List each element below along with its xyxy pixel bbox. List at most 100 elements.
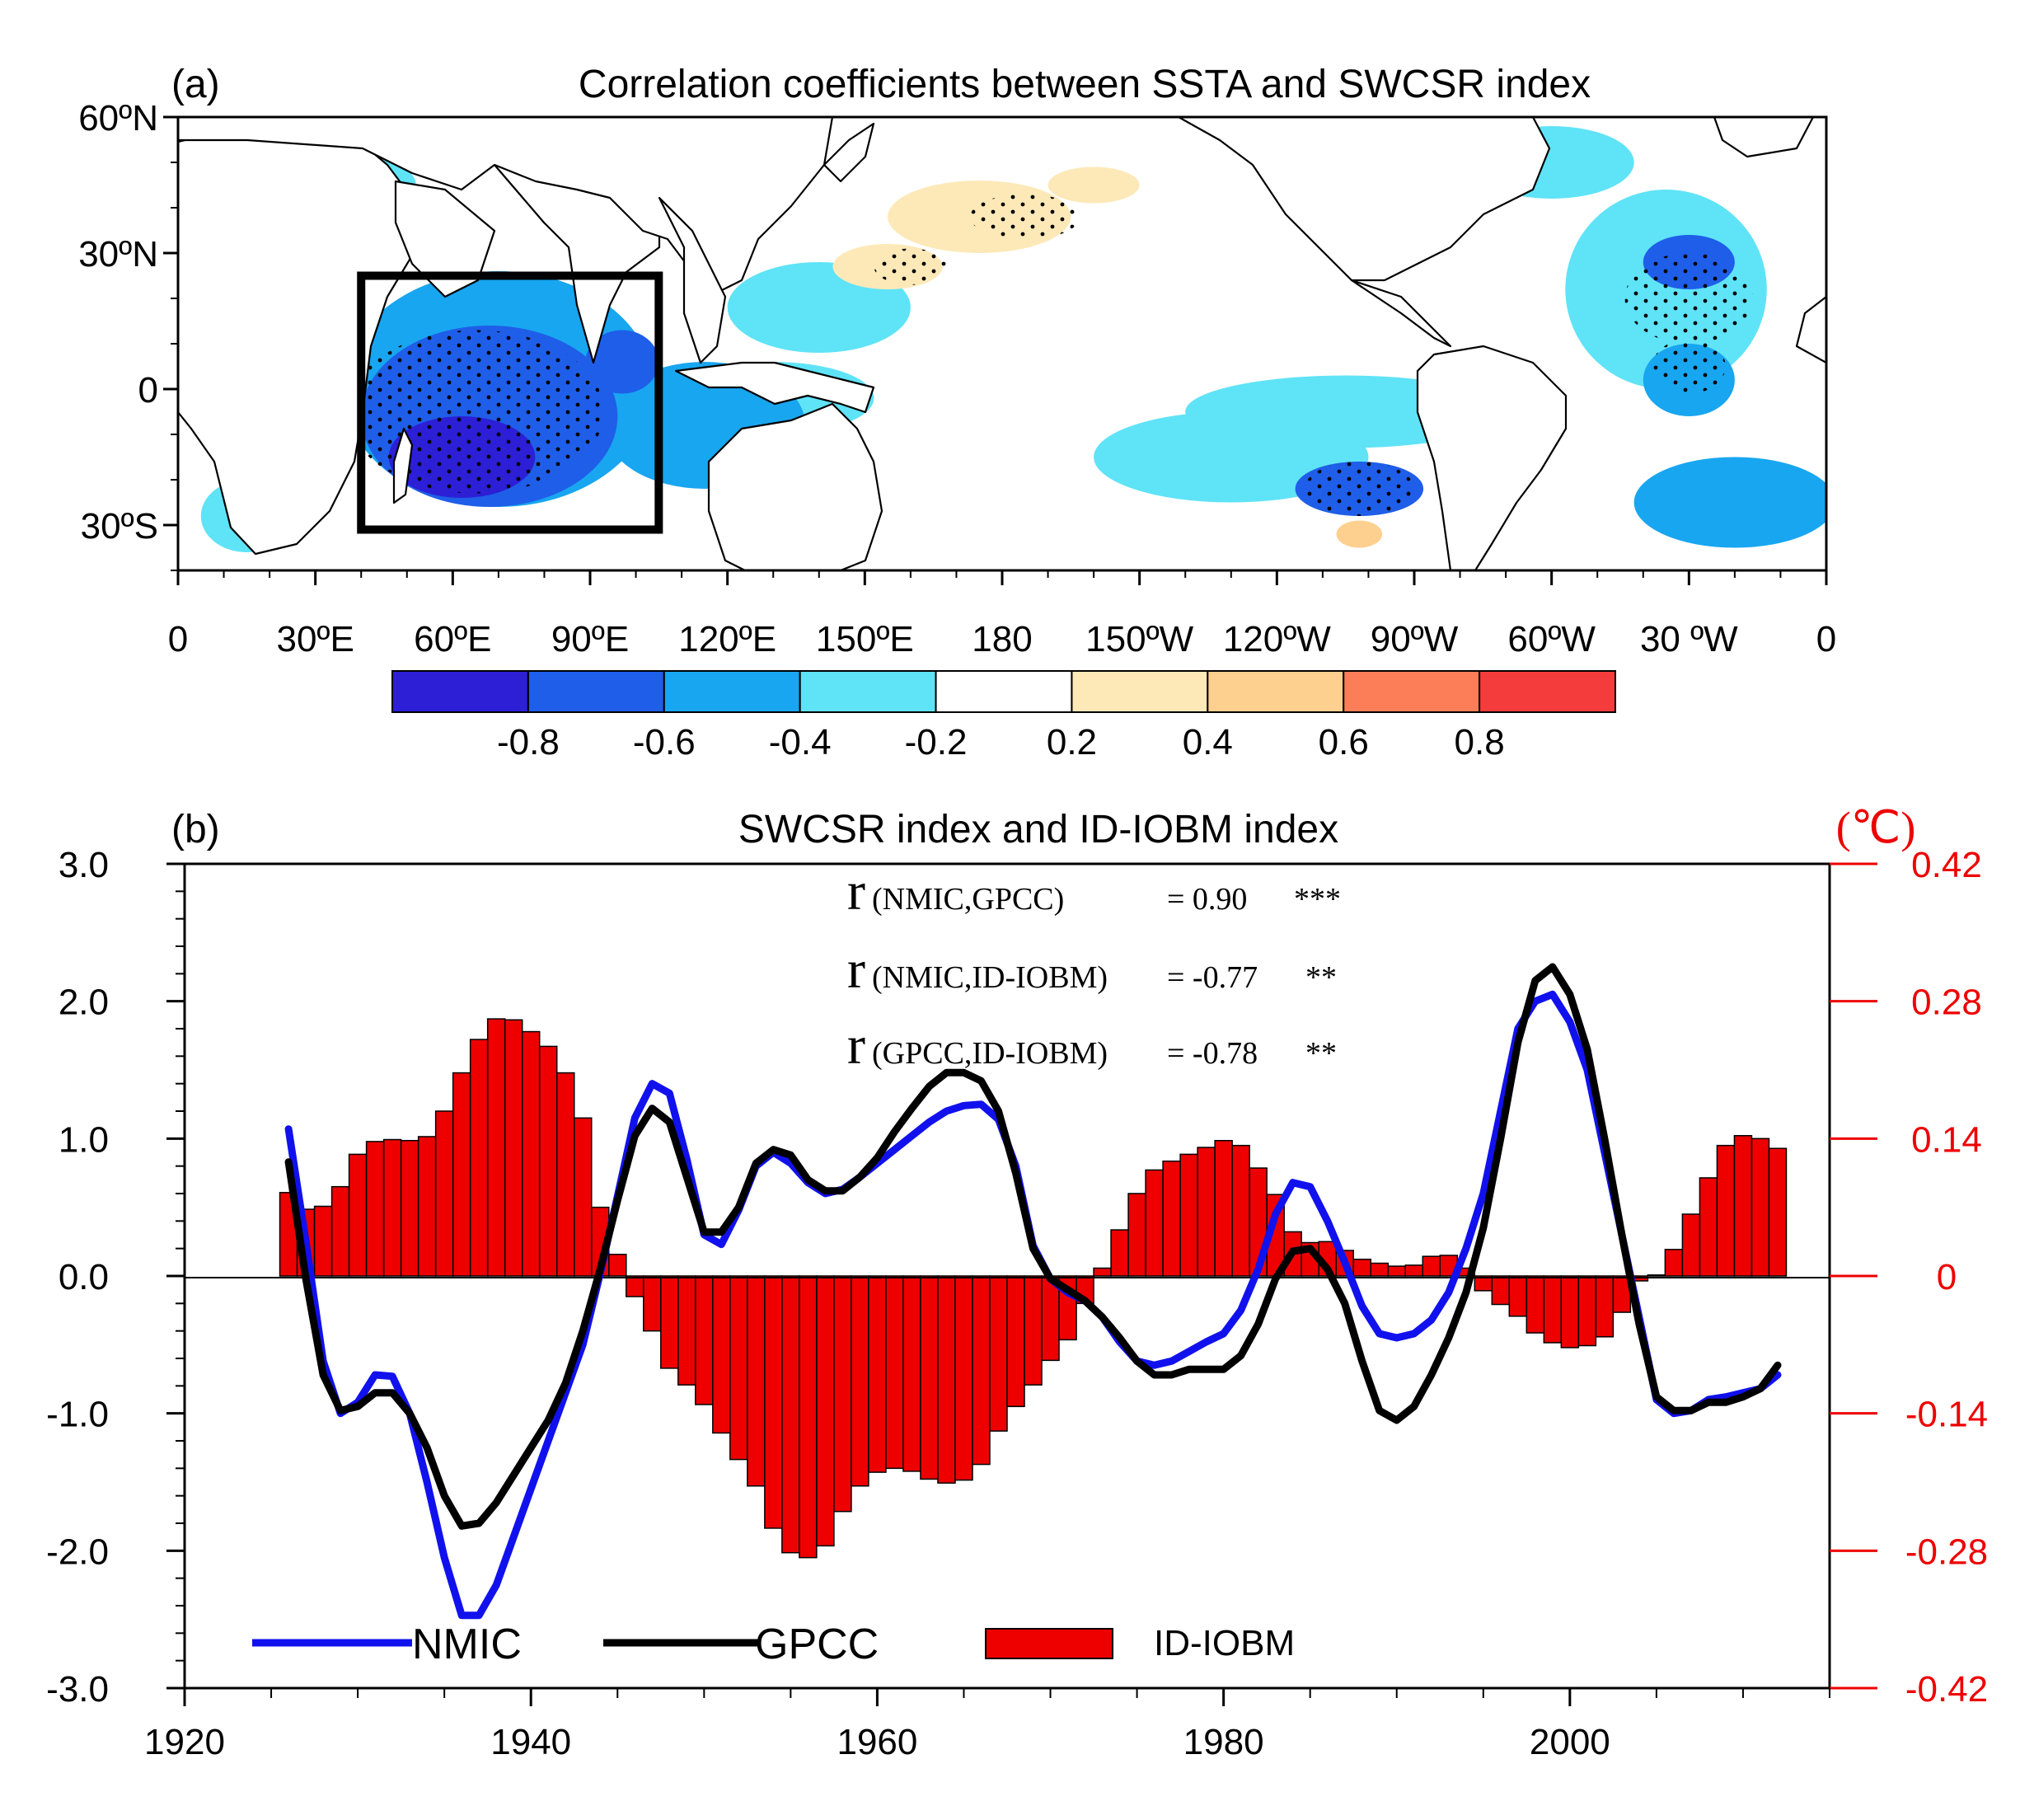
coast-greenland bbox=[1713, 117, 1815, 158]
x-tick-label: 1960 bbox=[837, 1722, 917, 1762]
map-x-tick-label: 0 bbox=[1816, 619, 1836, 659]
y-left-tick-label: -1.0 bbox=[46, 1395, 109, 1435]
bar-id-iobm bbox=[781, 1275, 800, 1554]
line-gpcc bbox=[284, 963, 1782, 1530]
bar-id-iobm bbox=[729, 1275, 748, 1461]
panel-b: (b) SWCSR index and ID-IOBM index (℃) -3… bbox=[46, 803, 1988, 1762]
bar-id-iobm bbox=[313, 1205, 333, 1277]
y-left-tick-label: -2.0 bbox=[46, 1532, 109, 1572]
map-x-tick-label: 120ºW bbox=[1223, 619, 1331, 659]
annotation-eq-2: = -0.77 bbox=[1167, 960, 1258, 995]
map-x-tick-label: 90ºE bbox=[551, 619, 629, 659]
colorbar-label: -0.8 bbox=[497, 722, 560, 762]
annotation-r-1: r bbox=[847, 861, 865, 922]
colorbar-label: -0.6 bbox=[633, 722, 696, 762]
map-axes: 0 30ºE 60ºE 90ºE 120ºE 150ºE 180 150ºW 120ºW 90ºW… bbox=[78, 98, 1836, 659]
colorbar-swatch bbox=[1343, 670, 1481, 713]
bar-id-iobm bbox=[816, 1275, 835, 1547]
bar-id-iobm bbox=[1508, 1275, 1528, 1317]
bar-id-iobm bbox=[1560, 1275, 1580, 1349]
y-left-tick-label: 0.0 bbox=[59, 1257, 109, 1297]
map-x-tick-label: 120ºE bbox=[678, 619, 776, 659]
annotation-sub-3: (GPCC,ID-IOBM) bbox=[872, 1036, 1108, 1071]
bar-id-iobm bbox=[608, 1254, 627, 1277]
correlation-region-12 bbox=[1047, 167, 1140, 204]
bar-id-iobm bbox=[1664, 1249, 1684, 1277]
y-right-tick-label: -0.42 bbox=[1905, 1669, 1988, 1710]
bar-id-iobm bbox=[799, 1275, 818, 1559]
legend-label-nmic: NMIC bbox=[412, 1621, 522, 1668]
colorbar-swatch bbox=[1479, 670, 1616, 713]
annotation-r-2: r bbox=[847, 940, 865, 1000]
bar-id-iobm bbox=[1352, 1259, 1371, 1277]
bar-id-iobm bbox=[1577, 1275, 1597, 1347]
coast-japan bbox=[823, 122, 875, 183]
bar-id-iobm bbox=[1214, 1139, 1233, 1277]
bar-id-iobm bbox=[833, 1275, 852, 1513]
bar-id-iobm bbox=[1110, 1229, 1129, 1277]
bar-id-iobm bbox=[400, 1139, 419, 1277]
coast-eurasia bbox=[178, 117, 834, 298]
colorbar: -0.8 -0.6 -0.4 -0.2 0.2 0.4 0.6 0.8 bbox=[391, 670, 1616, 762]
bar-id-iobm bbox=[382, 1138, 402, 1277]
bar-id-iobm bbox=[555, 1072, 575, 1277]
bar-id-iobm bbox=[330, 1185, 350, 1277]
bar-id-iobm bbox=[1647, 1274, 1666, 1277]
coast-australia bbox=[707, 402, 883, 570]
bar-id-iobm bbox=[677, 1275, 696, 1386]
coast-arabia bbox=[394, 180, 496, 298]
bar-id-iobm bbox=[434, 1110, 454, 1277]
colorbar-swatch bbox=[527, 670, 665, 713]
bar-id-iobm bbox=[972, 1275, 991, 1466]
bar-id-iobm bbox=[1733, 1135, 1753, 1277]
bar-id-iobm bbox=[1127, 1193, 1146, 1277]
bar-id-iobm bbox=[1093, 1267, 1112, 1277]
id-iobm-bars bbox=[279, 1018, 1788, 1559]
bar-id-iobm bbox=[1041, 1275, 1060, 1362]
bar-id-iobm bbox=[1370, 1262, 1389, 1277]
map-y-tick-label: 0 bbox=[138, 370, 158, 410]
colorbar-label: 0.6 bbox=[1319, 722, 1369, 762]
bar-id-iobm bbox=[1162, 1160, 1181, 1277]
legend-swatch-id-iobm bbox=[985, 1628, 1113, 1659]
legend-label-gpcc: GPCC bbox=[755, 1621, 879, 1668]
legend-label-id-iobm: ID-IOBM bbox=[1154, 1623, 1295, 1663]
indian-ocean-box bbox=[357, 271, 663, 534]
bar-id-iobm bbox=[538, 1045, 558, 1277]
y-left-tick-label: 1.0 bbox=[59, 1119, 109, 1160]
legend: NMIC GPCC ID-IOBM bbox=[252, 1621, 1295, 1668]
bar-id-iobm bbox=[712, 1275, 731, 1434]
bar-id-iobm bbox=[954, 1275, 973, 1481]
colorbar-swatch bbox=[663, 670, 801, 713]
colorbar-label: 0.8 bbox=[1455, 722, 1505, 762]
map-x-tick-label: 30 ºW bbox=[1640, 619, 1738, 659]
bar-id-iobm bbox=[937, 1275, 956, 1484]
colorbar-swatch bbox=[1207, 670, 1345, 713]
bar-id-iobm bbox=[469, 1039, 489, 1277]
bar-id-iobm bbox=[486, 1018, 506, 1277]
y-left-tick-label: 3.0 bbox=[59, 845, 109, 885]
y-right-tick-label: 0.42 bbox=[1911, 845, 1982, 885]
bar-id-iobm bbox=[452, 1072, 471, 1277]
bar-id-iobm bbox=[902, 1275, 921, 1472]
bar-id-iobm bbox=[1006, 1275, 1025, 1408]
bar-id-iobm bbox=[1768, 1147, 1788, 1277]
y-right-tick-label: 0.28 bbox=[1911, 983, 1982, 1023]
bar-id-iobm bbox=[1179, 1153, 1198, 1277]
bar-id-iobm bbox=[1681, 1213, 1701, 1277]
bar-id-iobm bbox=[1404, 1264, 1424, 1277]
bar-id-iobm bbox=[1750, 1138, 1770, 1277]
coast-south-america bbox=[1416, 345, 1568, 570]
bar-id-iobm bbox=[1387, 1265, 1406, 1277]
annotation: r (NMIC,GPCC) = 0.90 *** r (NMIC,ID-IOBM… bbox=[847, 861, 1341, 1076]
x-tick-label: 1920 bbox=[144, 1722, 225, 1762]
panel-b-label: (b) bbox=[171, 808, 220, 851]
bar-id-iobm bbox=[989, 1275, 1008, 1432]
annotation-eq-1: = 0.90 bbox=[1167, 882, 1247, 917]
bar-id-iobm bbox=[348, 1153, 368, 1277]
colorbar-swatch bbox=[935, 670, 1073, 713]
panel-a: (a) Correlation coefficients between SST… bbox=[78, 63, 1836, 762]
annotation-eq-3: = -0.78 bbox=[1167, 1036, 1258, 1071]
y-right-tick-label: -0.14 bbox=[1905, 1395, 1988, 1435]
